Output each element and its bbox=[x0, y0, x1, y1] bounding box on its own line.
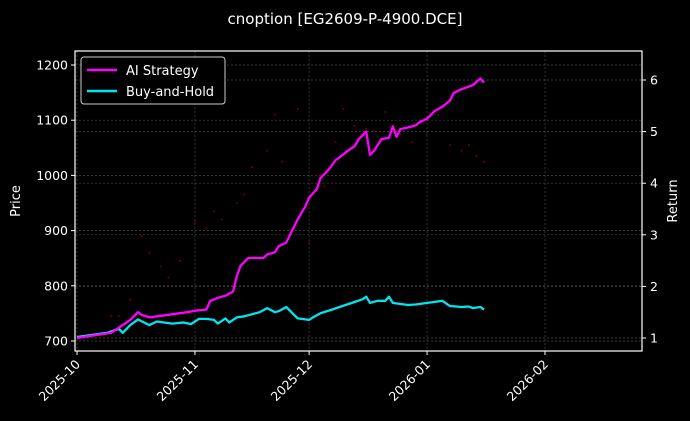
price-dot bbox=[194, 221, 196, 224]
right-tick-label: 1 bbox=[650, 331, 658, 346]
left-tick-label: 1000 bbox=[36, 168, 68, 183]
price-dot bbox=[266, 149, 269, 152]
price-dot bbox=[365, 127, 368, 130]
price-dot bbox=[159, 265, 162, 268]
price-dot bbox=[342, 108, 345, 111]
right-tick-label: 5 bbox=[650, 124, 658, 139]
price-dot bbox=[213, 210, 215, 213]
x-axis: 2025-10 2025-11 2025-12 2026-01 2026-02 bbox=[36, 351, 552, 405]
price-dot bbox=[475, 155, 478, 157]
legend: AI Strategy Buy-and-Hold bbox=[80, 56, 226, 105]
x-tick-label: 2026-02 bbox=[504, 357, 552, 405]
x-tick-label: 2025-12 bbox=[268, 357, 316, 405]
price-dot bbox=[235, 202, 238, 204]
price-dot bbox=[281, 160, 284, 163]
chart-title: cnoption [EG2609-P-4900.DCE] bbox=[228, 10, 463, 28]
price-dot bbox=[129, 298, 132, 301]
price-dot bbox=[334, 141, 337, 144]
price-dot bbox=[243, 193, 246, 196]
right-tick-label: 3 bbox=[650, 227, 658, 242]
price-dot bbox=[110, 315, 113, 318]
price-dot bbox=[140, 235, 143, 238]
price-dot bbox=[437, 113, 440, 116]
price-dot bbox=[308, 240, 310, 243]
plot-frame bbox=[74, 50, 643, 352]
left-tick-label: 700 bbox=[44, 334, 68, 349]
x-tick-label: 2025-10 bbox=[36, 356, 84, 404]
price-dot bbox=[251, 166, 253, 169]
price-dot bbox=[178, 260, 181, 262]
price-dot bbox=[468, 144, 470, 146]
price-dot bbox=[205, 226, 208, 229]
left-tick-label: 1100 bbox=[36, 113, 68, 128]
price-dot bbox=[167, 276, 170, 279]
price-dot bbox=[372, 130, 375, 133]
price-dot bbox=[273, 113, 276, 116]
price-dot bbox=[296, 108, 299, 111]
price-dot bbox=[410, 141, 413, 144]
price-dot bbox=[148, 251, 151, 254]
price-dot bbox=[220, 218, 223, 221]
price-dot bbox=[323, 185, 326, 188]
ai-strategy-line bbox=[76, 77, 485, 340]
price-dot bbox=[399, 133, 402, 135]
left-y-axis: 700 800 900 1000 1100 1200 bbox=[36, 58, 75, 349]
price-dot bbox=[353, 124, 356, 127]
right-tick-label: 2 bbox=[650, 279, 658, 294]
price-dot bbox=[460, 149, 463, 152]
left-tick-label: 900 bbox=[44, 223, 68, 238]
price-dot bbox=[426, 133, 428, 135]
x-tick-label: 2025-11 bbox=[154, 357, 202, 405]
x-tick-label: 2026-01 bbox=[386, 357, 434, 405]
legend-ai-label: AI Strategy bbox=[126, 64, 199, 79]
price-dot bbox=[117, 315, 120, 318]
right-y-axis: 1 2 3 4 5 6 bbox=[642, 73, 658, 346]
right-axis-label: Return bbox=[666, 179, 681, 222]
right-tick-label: 4 bbox=[650, 176, 658, 191]
price-dot bbox=[448, 144, 451, 146]
left-tick-label: 800 bbox=[44, 278, 68, 293]
legend-bh-label: Buy-and-Hold bbox=[126, 85, 214, 100]
left-tick-label: 1200 bbox=[36, 58, 68, 73]
price-dot bbox=[315, 174, 318, 177]
price-dot bbox=[384, 111, 387, 113]
price-scatter bbox=[110, 108, 486, 318]
left-axis-label: Price bbox=[9, 185, 24, 217]
price-dot bbox=[483, 160, 486, 163]
right-tick-label: 6 bbox=[650, 73, 658, 88]
buy-and-hold-line bbox=[76, 295, 485, 339]
